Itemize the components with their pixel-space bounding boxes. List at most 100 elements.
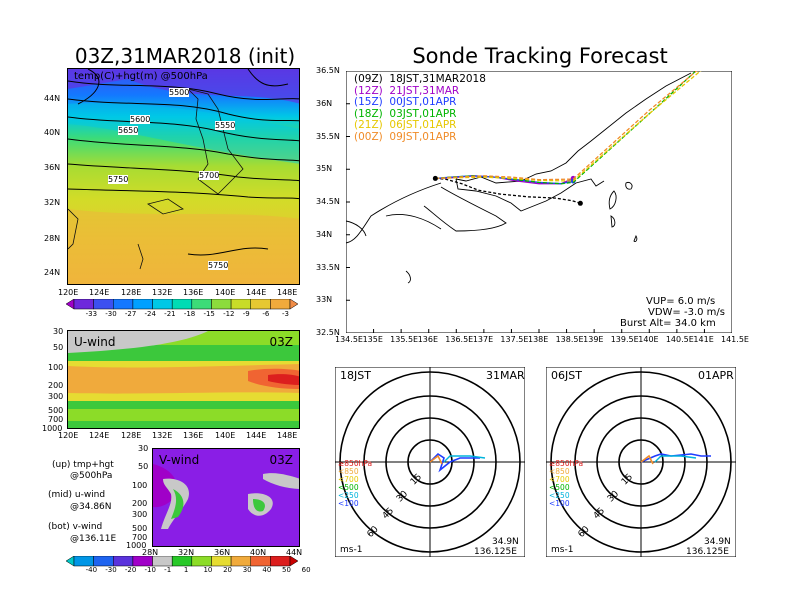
colorbar-swatch bbox=[171, 556, 193, 567]
colorbar-label: -12 bbox=[223, 310, 235, 318]
hodo-level-entry: <500 bbox=[338, 483, 359, 492]
hodo-right-lon: 136.125E bbox=[686, 547, 729, 557]
colorbar-swatch bbox=[211, 556, 232, 567]
lon-tick: 136E bbox=[183, 288, 204, 297]
lon-tick-label: 139.5E bbox=[610, 335, 639, 344]
hodo-left-time: 18JST bbox=[340, 369, 371, 382]
pressure-tick: 300 bbox=[48, 392, 64, 401]
map-axis-ticks bbox=[346, 71, 732, 333]
lon-tick-label: 136E bbox=[417, 335, 439, 344]
lon-tick-label: 138E bbox=[528, 335, 549, 344]
colorbar-label: -30 bbox=[105, 310, 117, 318]
colorbar-label: -15 bbox=[203, 310, 215, 318]
pressure-tick: 500 bbox=[132, 524, 148, 533]
lon-tick: 136E bbox=[183, 431, 204, 440]
colorbar-swatch bbox=[270, 556, 291, 567]
hodo-level-legend-right: ≥850hPa <850 <700 <500 <250 <100 bbox=[549, 460, 583, 508]
contour-label: 5700 bbox=[199, 171, 220, 180]
v-wind-panel: V-wind 03Z bbox=[152, 448, 300, 547]
colorbar-swatch bbox=[191, 299, 212, 310]
lon-tick-label: 134.5E bbox=[335, 335, 363, 344]
hodo-right-unit: ms-1 bbox=[551, 545, 574, 555]
lon-tick: 124E bbox=[89, 288, 110, 297]
lon-tick-label: 137.5E bbox=[500, 335, 529, 344]
lat-tick-label: 33N bbox=[316, 295, 333, 305]
lat-tick: 32N bbox=[178, 548, 195, 557]
note-up: (up) tmp+hgt bbox=[52, 460, 114, 470]
lat-tick: 28N bbox=[142, 548, 159, 557]
map-top-label: temp(C)+hgt(m) @500hPa bbox=[74, 71, 208, 82]
track-legend-entry: (09Z) 18JST,31MAR2018 bbox=[354, 73, 486, 85]
colorbar-swatch bbox=[66, 299, 75, 310]
lat-tick: 36N bbox=[44, 163, 61, 172]
right-title: Sonde Tracking Forecast bbox=[412, 44, 668, 68]
sonde-track-line bbox=[435, 71, 702, 182]
lat-tick-label: 33.5N bbox=[316, 262, 340, 272]
lat-tick-label: 32.5N bbox=[316, 328, 340, 337]
pressure-tick: 100 bbox=[48, 363, 64, 372]
colorbar-label: -21 bbox=[164, 310, 176, 318]
lon-tick: 148E bbox=[277, 288, 298, 297]
colorbar-label: -18 bbox=[183, 310, 196, 318]
wind-colorbar-labels: -40 -30 -20 -10 -1 1 10 20 30 40 50 60 bbox=[66, 566, 311, 576]
contour-label: 5600 bbox=[130, 115, 151, 124]
burst-alt-text: Burst Alt= 34.0 km bbox=[620, 318, 716, 329]
v-wind-label: V-wind bbox=[159, 453, 200, 467]
hodo-wind-trace-upper bbox=[654, 455, 697, 463]
hodo-level-entry: <250 bbox=[338, 491, 359, 500]
lat-tick-label: 35N bbox=[316, 164, 333, 174]
lon-tick-label: 135E bbox=[362, 335, 383, 344]
pressure-tick: 100 bbox=[132, 481, 148, 490]
pressure-tick: 500 bbox=[48, 406, 64, 415]
colorbar-swatch bbox=[73, 556, 94, 567]
note-up-level: @500hPa bbox=[70, 471, 113, 481]
track-legend-entry: (21Z) 06JST,01APR bbox=[354, 119, 457, 131]
hodo-wind-trace bbox=[429, 452, 480, 473]
hodo-level-entry: <500 bbox=[549, 483, 570, 492]
lon-tick-label: 141E bbox=[693, 335, 714, 344]
colorbar-label: -10 bbox=[144, 566, 156, 574]
colorbar-swatch bbox=[73, 299, 94, 310]
hodo-wind-trace-upper bbox=[443, 455, 486, 463]
colorbar-swatch bbox=[171, 299, 193, 310]
track-legend: (09Z) 18JST,31MAR2018 (12Z) 21JST,31MAR (1… bbox=[354, 73, 554, 143]
v-wind-time: 03Z bbox=[269, 453, 294, 467]
coastline bbox=[346, 72, 692, 284]
hodo-level-entry: <850 bbox=[338, 467, 359, 476]
hodo-level-entry: <850 bbox=[549, 467, 570, 476]
pressure-tick: 700 bbox=[48, 415, 64, 424]
colorbar-label: 10 bbox=[203, 566, 213, 574]
lat-tick: 44N bbox=[286, 548, 303, 557]
pressure-tick: 50 bbox=[138, 462, 149, 471]
track-legend-entry: (00Z) 09JST,01APR bbox=[354, 130, 457, 143]
colorbar-label: 30 bbox=[242, 566, 252, 574]
contour-label: 5650 bbox=[118, 126, 139, 135]
u-wind-time: 03Z bbox=[269, 335, 294, 349]
contour-label: 5750 bbox=[208, 261, 229, 270]
contour-label: 5750 bbox=[108, 175, 129, 184]
hodo-level-entry: <100 bbox=[338, 499, 359, 508]
hodo-level-entry: ≥850hPa bbox=[549, 459, 584, 468]
lon-tick: 148E bbox=[277, 431, 298, 440]
temp-height-map: temp(C)+hgt(m) @500hPa 5500 5600 5650 55… bbox=[67, 68, 300, 285]
colorbar-swatch bbox=[230, 299, 251, 310]
colorbar-swatch bbox=[152, 299, 173, 310]
lon-tick: 120E bbox=[58, 288, 79, 297]
lat-tick: 40N bbox=[250, 548, 267, 557]
vdw-text: VDW= -3.0 m/s bbox=[648, 307, 725, 318]
track-legend-entry: (18Z) 03JST,01APR bbox=[354, 107, 457, 120]
wind-colorbar bbox=[66, 556, 298, 567]
colorbar-label: -30 bbox=[105, 566, 117, 574]
hodo-level-entry: <700 bbox=[338, 475, 359, 484]
colorbar-swatch bbox=[113, 299, 134, 310]
lon-tick-label: 141.5E bbox=[721, 335, 749, 344]
lon-tick-label: 140.5E bbox=[665, 335, 694, 344]
hodo-right-time: 06JST bbox=[551, 369, 582, 382]
lat-tick-label: 36.5N bbox=[316, 66, 340, 75]
lon-tick: 144E bbox=[246, 431, 267, 440]
colorbar-label: -33 bbox=[85, 310, 98, 318]
colorbar-label: -1 bbox=[164, 566, 172, 574]
lon-tick: 140E bbox=[215, 288, 236, 297]
note-mid-level: @34.86N bbox=[70, 502, 112, 512]
